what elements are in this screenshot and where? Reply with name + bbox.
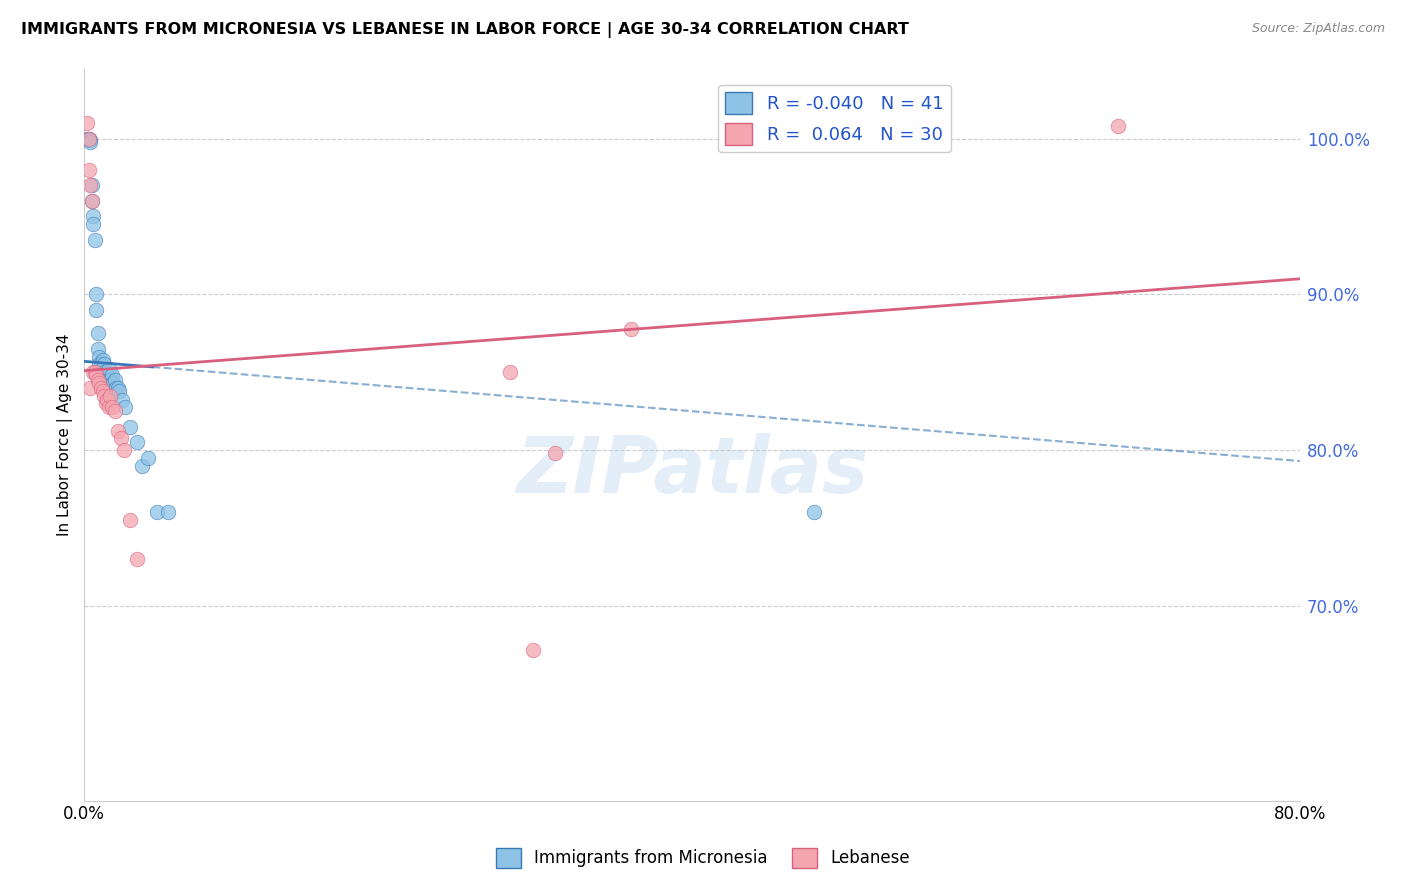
Point — [100, 368, 122, 383]
Point — [77, 131, 100, 145]
Point — [101, 376, 124, 391]
Point — [100, 400, 122, 414]
Point — [82, 217, 104, 231]
Point — [97, 362, 120, 376]
Point — [87, 326, 110, 341]
Point — [803, 505, 825, 519]
Point — [94, 396, 117, 410]
Point — [86, 368, 108, 383]
Y-axis label: In Labor Force | Age 30-34: In Labor Force | Age 30-34 — [58, 334, 73, 536]
Point — [110, 431, 132, 445]
Point — [82, 210, 104, 224]
Point — [97, 373, 120, 387]
Point — [93, 389, 115, 403]
Point — [77, 131, 100, 145]
Point — [136, 450, 159, 465]
Point — [522, 642, 544, 657]
Point — [620, 321, 643, 335]
Point — [111, 393, 134, 408]
Point — [127, 435, 149, 450]
Point — [87, 342, 110, 356]
Point — [79, 381, 101, 395]
Point — [79, 178, 101, 193]
Point — [94, 368, 117, 383]
Point — [79, 135, 101, 149]
Point — [77, 131, 100, 145]
Point — [96, 393, 118, 408]
Point — [82, 365, 104, 379]
Point — [89, 376, 111, 391]
Point — [77, 162, 100, 177]
Point — [80, 178, 103, 193]
Point — [80, 194, 103, 208]
Point — [86, 302, 108, 317]
Point — [89, 358, 111, 372]
Point — [98, 389, 121, 403]
Point — [98, 373, 121, 387]
Point — [93, 358, 115, 372]
Point — [544, 446, 567, 460]
Point — [84, 365, 107, 379]
Point — [114, 400, 136, 414]
Point — [104, 404, 127, 418]
Point — [93, 365, 115, 379]
Point — [80, 194, 103, 208]
Point — [105, 381, 128, 395]
Point — [97, 400, 120, 414]
Point — [131, 458, 153, 473]
Point — [89, 350, 111, 364]
Text: IMMIGRANTS FROM MICRONESIA VS LEBANESE IN LABOR FORCE | AGE 30-34 CORRELATION CH: IMMIGRANTS FROM MICRONESIA VS LEBANESE I… — [21, 22, 908, 38]
Point — [146, 505, 169, 519]
Text: ZIPatlas: ZIPatlas — [516, 434, 869, 509]
Point — [156, 505, 179, 519]
Point — [76, 131, 98, 145]
Point — [76, 116, 98, 130]
Point — [91, 352, 114, 367]
Point — [79, 133, 101, 147]
Point — [87, 373, 110, 387]
Text: Source: ZipAtlas.com: Source: ZipAtlas.com — [1251, 22, 1385, 36]
Point — [118, 513, 141, 527]
Point — [112, 443, 135, 458]
Legend: Immigrants from Micronesia, Lebanese: Immigrants from Micronesia, Lebanese — [489, 841, 917, 875]
Point — [118, 419, 141, 434]
Point — [86, 287, 108, 301]
Point — [499, 365, 522, 379]
Point — [91, 384, 114, 398]
Point — [108, 384, 131, 398]
Point — [104, 373, 127, 387]
Point — [90, 381, 112, 395]
Legend: R = -0.040   N = 41, R =  0.064   N = 30: R = -0.040 N = 41, R = 0.064 N = 30 — [718, 85, 950, 153]
Point — [107, 425, 129, 439]
Point — [96, 368, 118, 383]
Point — [1107, 119, 1129, 133]
Point — [107, 381, 129, 395]
Point — [127, 552, 149, 566]
Point — [90, 358, 112, 372]
Point — [90, 365, 112, 379]
Point — [84, 233, 107, 247]
